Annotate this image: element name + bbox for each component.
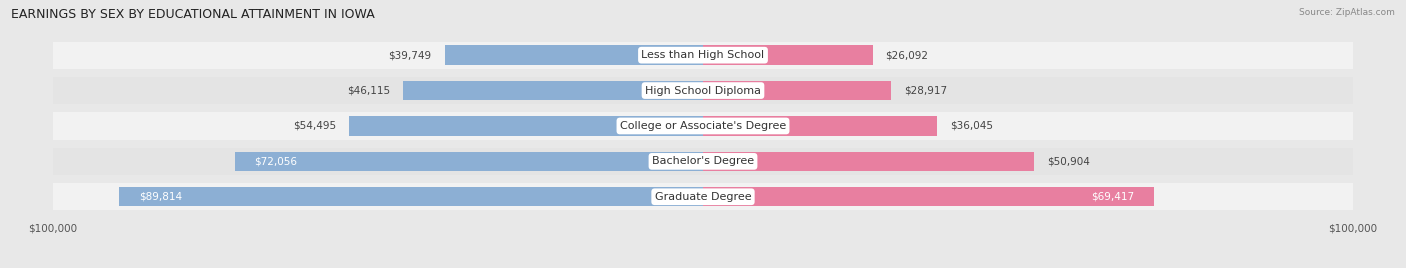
Bar bbox=[349, 116, 703, 136]
Text: $69,417: $69,417 bbox=[1091, 192, 1135, 202]
Text: $36,045: $36,045 bbox=[950, 121, 993, 131]
Text: Graduate Degree: Graduate Degree bbox=[655, 192, 751, 202]
Text: High School Diploma: High School Diploma bbox=[645, 85, 761, 96]
Bar bbox=[703, 187, 1154, 206]
Text: $89,814: $89,814 bbox=[139, 192, 181, 202]
Bar bbox=[703, 46, 873, 65]
Bar bbox=[703, 116, 938, 136]
Bar bbox=[703, 152, 1033, 171]
Bar bbox=[53, 77, 1353, 104]
Bar bbox=[53, 148, 1353, 175]
Text: $72,056: $72,056 bbox=[254, 156, 297, 166]
Bar bbox=[404, 81, 703, 100]
Bar bbox=[444, 46, 703, 65]
Text: $54,495: $54,495 bbox=[292, 121, 336, 131]
Bar bbox=[703, 81, 891, 100]
Text: $26,092: $26,092 bbox=[886, 50, 928, 60]
Text: $28,917: $28,917 bbox=[904, 85, 948, 96]
Text: College or Associate's Degree: College or Associate's Degree bbox=[620, 121, 786, 131]
Text: Source: ZipAtlas.com: Source: ZipAtlas.com bbox=[1299, 8, 1395, 17]
Text: $46,115: $46,115 bbox=[347, 85, 391, 96]
Bar bbox=[53, 183, 1353, 210]
Bar bbox=[53, 112, 1353, 140]
Text: $39,749: $39,749 bbox=[388, 50, 432, 60]
Text: $50,904: $50,904 bbox=[1047, 156, 1090, 166]
Bar bbox=[53, 42, 1353, 69]
Bar bbox=[235, 152, 703, 171]
Text: Less than High School: Less than High School bbox=[641, 50, 765, 60]
Text: Bachelor's Degree: Bachelor's Degree bbox=[652, 156, 754, 166]
Bar bbox=[120, 187, 703, 206]
Text: EARNINGS BY SEX BY EDUCATIONAL ATTAINMENT IN IOWA: EARNINGS BY SEX BY EDUCATIONAL ATTAINMEN… bbox=[11, 8, 375, 21]
